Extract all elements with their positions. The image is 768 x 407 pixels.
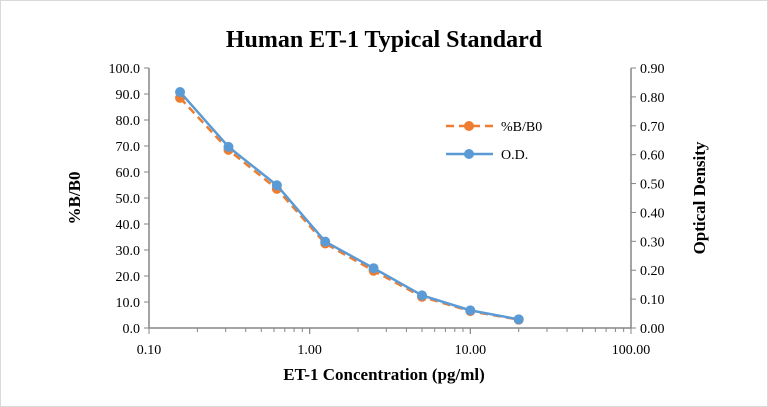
y2-tick-label: 0.00 <box>640 322 665 337</box>
y2-axis-label: Optical Density <box>690 141 709 254</box>
y2-tick-label: 0.50 <box>640 178 665 193</box>
chart-title: Human ET-1 Typical Standard <box>226 27 543 53</box>
y2-tick-label: 0.20 <box>640 264 665 279</box>
y-tick-label: 90.0 <box>116 88 141 103</box>
x-tick-label: 10.00 <box>455 343 487 358</box>
data-point-od <box>320 236 331 247</box>
series-line-od <box>179 91 519 321</box>
y2-tick-label: 0.70 <box>640 120 665 135</box>
y2-tick-label: 0.80 <box>640 91 665 106</box>
legend-marker <box>464 121 474 131</box>
data-point-od <box>175 86 186 97</box>
data-point-od <box>465 305 476 316</box>
data-point-od <box>223 141 234 152</box>
y-tick-label: 10.0 <box>116 296 141 311</box>
y2-tick-label: 0.40 <box>640 206 665 221</box>
y-tick-label: 50.0 <box>116 192 141 207</box>
x-tick-label: 100.00 <box>612 343 651 358</box>
data-point-od <box>271 180 282 191</box>
y-tick-label: 30.0 <box>116 244 141 259</box>
y-tick-label: 60.0 <box>116 166 141 181</box>
y-tick-label: 0.0 <box>123 322 141 337</box>
y-tick-label: 20.0 <box>116 270 141 285</box>
legend-label: O.D. <box>501 148 528 163</box>
y-tick-label: 40.0 <box>116 218 141 233</box>
data-point-od <box>416 290 427 301</box>
y2-tick-label: 0.60 <box>640 149 665 164</box>
y2-tick-label: 0.30 <box>640 235 665 250</box>
y-axis-label: %B/B0 <box>65 172 84 225</box>
legend-label: %B/B0 <box>501 120 542 135</box>
y-tick-label: 100.0 <box>109 62 141 77</box>
x-tick-label: 0.10 <box>137 343 162 358</box>
legend-marker <box>464 149 474 159</box>
y-tick-label: 80.0 <box>116 114 141 129</box>
y-tick-label: 70.0 <box>116 140 141 155</box>
data-point-od <box>368 263 379 274</box>
x-axis-label: ET-1 Concentration (pg/ml) <box>283 365 485 384</box>
x-tick-label: 1.00 <box>297 343 322 358</box>
y2-tick-label: 0.10 <box>640 293 665 308</box>
y2-tick-label: 0.90 <box>640 62 665 77</box>
series-line-bb0 <box>179 97 519 321</box>
data-point-od <box>513 314 524 325</box>
